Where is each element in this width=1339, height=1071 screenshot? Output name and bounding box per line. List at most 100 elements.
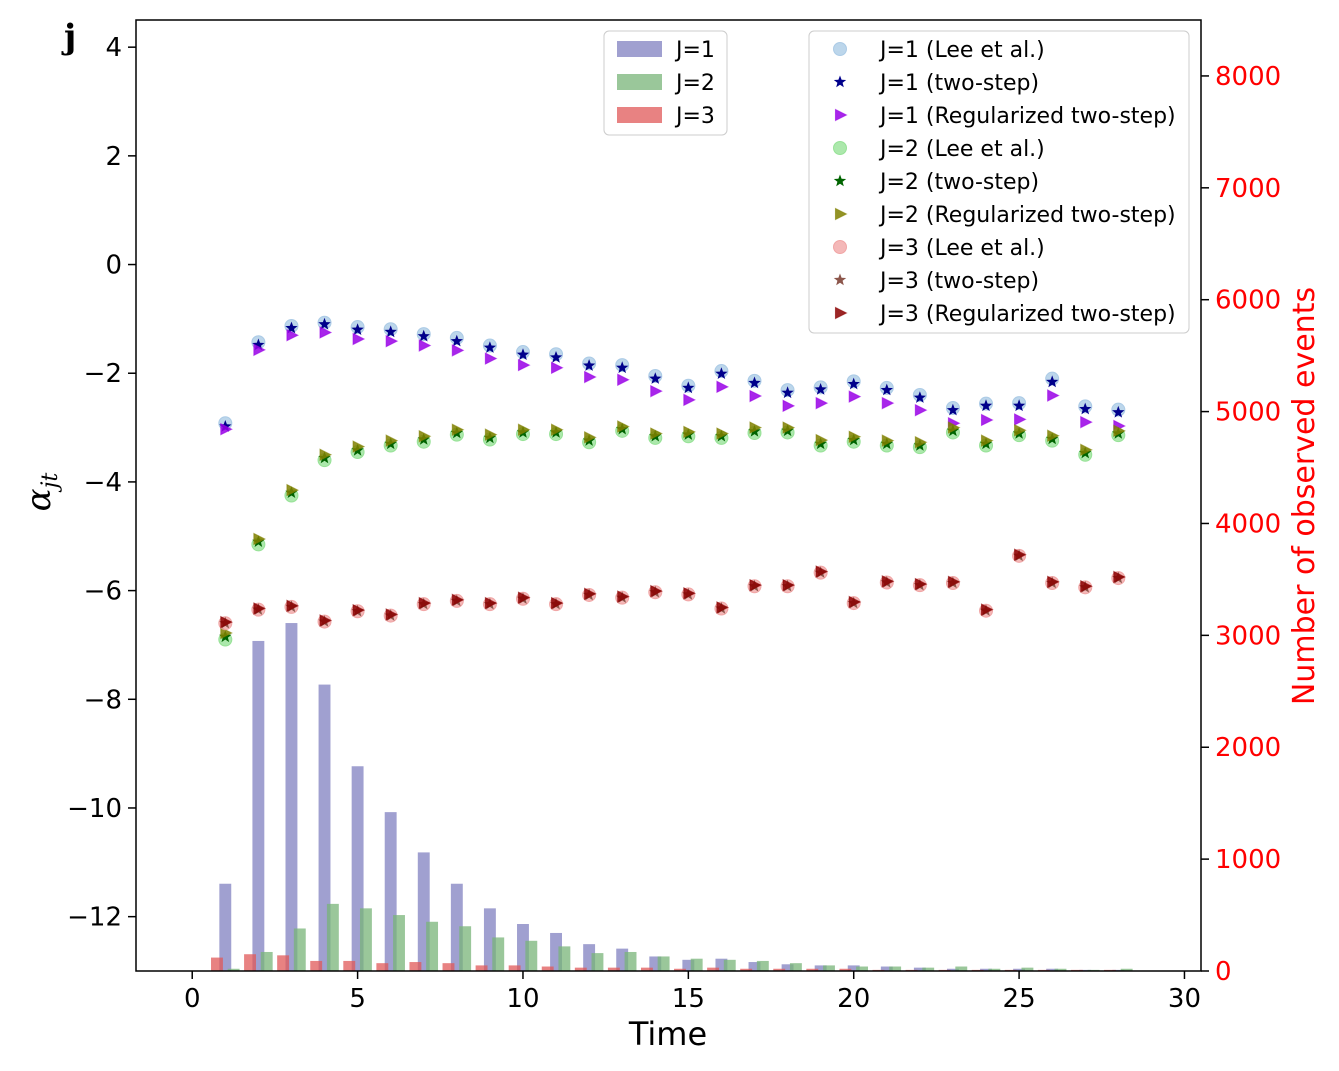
- point-s6-t12: [584, 431, 597, 444]
- bar-J2-t13: [624, 951, 637, 971]
- y-left-tick-label: −4: [84, 468, 122, 498]
- point-s9-t3: [286, 599, 300, 613]
- legend-scatter-marker: [834, 108, 848, 122]
- point-s3-t24: [980, 413, 994, 427]
- legend-scatter-label: J=3 (Regularized two-step): [878, 302, 1176, 327]
- bar-J1-t17: [748, 962, 761, 971]
- point-s6-t25: [1014, 423, 1027, 437]
- point-s6-t19: [815, 433, 829, 447]
- x-tick-label: 15: [672, 984, 705, 1014]
- legend-bar-swatch: [617, 74, 662, 90]
- bar-J1-t11: [550, 932, 562, 971]
- bar-J3-t16: [707, 967, 720, 971]
- point-s6-t6: [385, 434, 399, 447]
- point-s2-t27: [1079, 402, 1092, 415]
- legend-scatter-label: J=1 (two-step): [878, 71, 1039, 96]
- point-s2-t28: [1112, 405, 1125, 418]
- legend-scatter-frame: [808, 30, 1190, 334]
- bar-J1-t6: [384, 812, 397, 971]
- bar-J1-t15: [682, 959, 695, 971]
- point-s9-t18: [782, 578, 796, 592]
- legend-scatter-label: J=3 (Lee et al.): [878, 236, 1045, 261]
- bar-J2-t19: [823, 965, 835, 971]
- bar-J1-t1: [219, 883, 232, 971]
- bar-J1-t2: [252, 640, 265, 971]
- point-s2-t12: [582, 359, 596, 371]
- legend-scatter-marker: [833, 42, 847, 56]
- point-s9-t24: [980, 603, 994, 616]
- legend-scatter-label: J=1 (Lee et al.): [878, 38, 1045, 63]
- bar-J2-t10: [525, 940, 538, 971]
- bar-J2-t28: [1120, 968, 1133, 971]
- legend-bar-label: J=3: [674, 104, 715, 129]
- point-s3-t3: [286, 328, 300, 342]
- point-s3-t4: [319, 326, 333, 339]
- bar-J1-t10: [517, 924, 529, 971]
- point-s2-t10: [516, 348, 530, 360]
- point-s6-t4: [319, 448, 333, 462]
- point-s3-t6: [385, 334, 399, 348]
- point-s6-t13: [617, 420, 630, 433]
- y-left-tick-label: −12: [67, 903, 122, 933]
- legend-scatter-marker: [833, 273, 847, 286]
- bar-J2-t3: [293, 928, 306, 971]
- point-s2-t21: [880, 383, 893, 396]
- points-layer: [218, 315, 1126, 647]
- point-s9-t26: [1047, 575, 1060, 589]
- point-s3-t15: [683, 393, 696, 407]
- point-s3-t19: [815, 396, 829, 410]
- point-s2-t14: [649, 372, 662, 384]
- bar-J3-t6: [376, 963, 389, 971]
- point-s9-t28: [1113, 570, 1126, 584]
- bar-J3-t9: [475, 965, 488, 971]
- legend-scatter-label: J=1 (Regularized two-step): [878, 104, 1176, 129]
- bar-J2-t15: [690, 958, 703, 971]
- point-s3-t13: [617, 373, 630, 387]
- bar-J1-t19: [814, 965, 827, 971]
- bar-J3-t18: [773, 968, 786, 971]
- bar-J3-t12: [574, 967, 587, 971]
- bar-J2-t14: [657, 956, 670, 971]
- bar-J1-t8: [450, 883, 463, 971]
- bar-J2-t17: [756, 960, 769, 971]
- bar-J1-t21: [880, 966, 893, 971]
- x-tick-label: 10: [506, 984, 539, 1014]
- bar-J1-t26: [1046, 968, 1059, 971]
- bar-J1-t25: [1013, 968, 1026, 971]
- point-s3-t1: [220, 422, 233, 436]
- point-s2-t19: [814, 383, 827, 395]
- point-s6-t9: [484, 428, 498, 441]
- bar-J3-t8: [442, 963, 455, 971]
- point-s3-t8: [451, 344, 465, 357]
- bar-J1-t7: [417, 852, 430, 971]
- point-s9-t8: [451, 593, 465, 607]
- bar-J2-t6: [393, 915, 405, 971]
- bar-J2-t22: [922, 967, 935, 971]
- point-s6-t20: [848, 430, 862, 444]
- point-s9-t2: [253, 602, 266, 615]
- point-s2-t15: [682, 381, 695, 394]
- y-left-tick-label: 4: [105, 33, 122, 63]
- y-axis-right-label: Number of observed events: [1287, 287, 1322, 705]
- point-s6-t27: [1080, 443, 1093, 457]
- point-s9-t16: [716, 601, 730, 614]
- point-s6-t2: [253, 532, 266, 546]
- panel-label: j: [61, 17, 76, 57]
- point-s9-t14: [650, 584, 663, 598]
- point-s3-t18: [782, 399, 796, 413]
- point-s2-t6: [384, 325, 397, 338]
- point-s6-t15: [683, 425, 696, 439]
- y-left-tick-label: 0: [105, 251, 122, 281]
- point-s6-t14: [650, 427, 663, 440]
- y-right-tick-label: 7000: [1215, 174, 1281, 204]
- point-s3-t9: [484, 352, 498, 365]
- bar-J3-t4: [310, 960, 323, 971]
- svg-text:αjt: αjt: [19, 473, 63, 512]
- point-s3-t20: [848, 390, 862, 403]
- bar-J3-t14: [640, 967, 653, 971]
- bar-J3-t13: [607, 967, 620, 971]
- x-tick-label: 30: [1168, 984, 1201, 1014]
- legend-bar-label: J=2: [674, 71, 715, 96]
- bar-J2-t1: [227, 968, 240, 971]
- bar-J2-t2: [260, 951, 273, 971]
